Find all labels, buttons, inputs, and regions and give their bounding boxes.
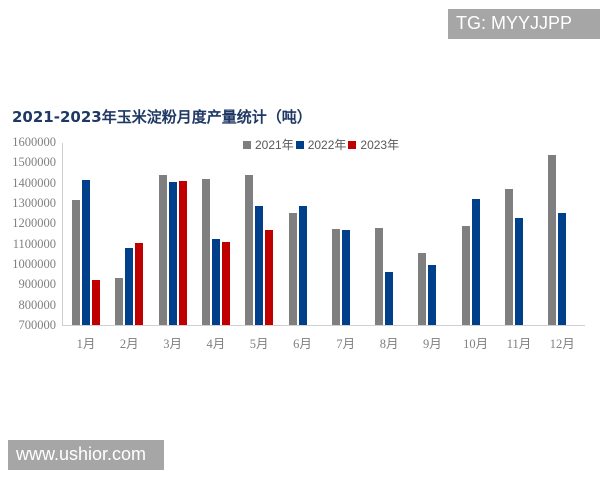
y-tick-label: 1200000 — [12, 216, 56, 231]
x-tick-label: 11月 — [506, 337, 532, 351]
legend-swatch-2022 — [295, 140, 304, 149]
bar-2023年-3月 — [178, 180, 187, 325]
bar-2021年-2月 — [115, 277, 124, 325]
bar-2021年-4月 — [201, 178, 210, 325]
legend-swatch-2023 — [348, 140, 357, 149]
legend-label-2023: 2023年 — [360, 138, 400, 152]
bar-2021年-3月 — [158, 175, 167, 325]
x-tick-label: 12月 — [549, 337, 575, 351]
watermark-website: www.ushior.com — [8, 440, 164, 470]
x-tick-label: 9月 — [423, 337, 442, 351]
x-tick-label: 6月 — [293, 337, 312, 351]
bar-2022年-6月 — [298, 206, 307, 325]
x-tick-label: 10月 — [463, 337, 489, 351]
bar-2021年-9月 — [418, 253, 427, 325]
y-tick-label: 800000 — [18, 297, 57, 312]
y-tick-label: 1600000 — [12, 135, 56, 149]
x-tick-label: 7月 — [336, 337, 356, 351]
legend-label-2022: 2022年 — [307, 138, 347, 152]
x-tick-label: 8月 — [379, 337, 399, 351]
x-tick-label: 4月 — [206, 337, 226, 351]
legend-item-2021: 2021年 — [243, 136, 294, 153]
bar-2021年-10月 — [461, 225, 470, 325]
bar-2021年-1月 — [72, 199, 80, 325]
bar-2023年-2月 — [135, 243, 144, 325]
bar-2022年-12月 — [558, 212, 567, 325]
bar-2021年-6月 — [288, 212, 297, 325]
y-tick-label: 1300000 — [12, 196, 56, 210]
x-tick-label: 5月 — [249, 337, 269, 351]
watermark-telegram: TG: MYYJJPP — [448, 9, 600, 39]
legend-label-2021: 2021年 — [255, 138, 294, 152]
bar-2022年-4月 — [211, 238, 220, 325]
chart-legend: 2021年 2022年 2023年 — [243, 136, 401, 153]
bar-2022年-8月 — [385, 271, 394, 325]
y-axis-line — [62, 143, 63, 326]
bar-2022年-11月 — [515, 218, 523, 325]
x-tick-label: 1月 — [76, 337, 96, 351]
x-axis-line — [62, 325, 585, 326]
bar-2022年-10月 — [471, 198, 480, 325]
bar-2022年-9月 — [428, 264, 437, 325]
legend-item-2022: 2022年 — [295, 136, 347, 153]
bar-2022年-7月 — [341, 230, 350, 325]
bar-2023年-5月 — [265, 230, 274, 325]
bar-2022年-3月 — [168, 181, 177, 325]
y-tick-label: 1500000 — [12, 155, 56, 170]
bar-2021年-8月 — [375, 227, 384, 325]
bar-2023年-4月 — [221, 242, 230, 325]
bar-2023年-1月 — [92, 279, 100, 325]
y-tick-label: 1400000 — [12, 175, 56, 190]
y-tick-label: 1100000 — [12, 236, 56, 251]
y-tick-label: 1000000 — [12, 257, 56, 271]
legend-item-2023: 2023年 — [348, 136, 399, 153]
bar-2022年-1月 — [82, 179, 90, 325]
x-tick-label: 2月 — [119, 337, 139, 351]
bar-2021年-5月 — [245, 175, 254, 325]
bar-2022年-2月 — [125, 247, 134, 325]
legend-swatch-2021 — [243, 140, 251, 149]
bar-2021年-7月 — [331, 228, 340, 325]
y-tick-label: 700000 — [18, 318, 57, 332]
bar-2021年-12月 — [548, 154, 557, 325]
chart-title: 2021-2023年玉米淀粉月度产量统计（吨） — [12, 108, 312, 126]
x-tick-label: 3月 — [163, 337, 182, 351]
bar-2022年-5月 — [255, 206, 264, 325]
y-tick-label: 900000 — [18, 277, 57, 292]
bar-2021年-11月 — [505, 189, 513, 325]
